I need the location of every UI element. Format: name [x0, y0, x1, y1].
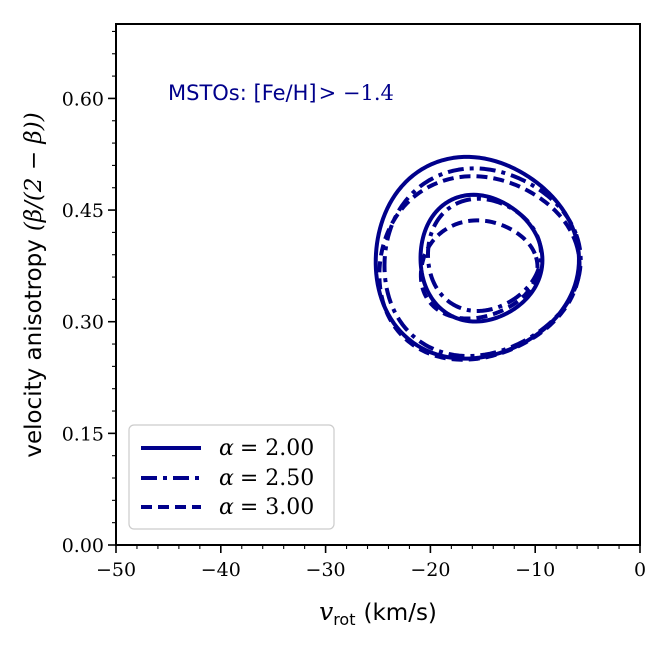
plot-frame	[115, 23, 641, 546]
legend-label: α = 2.00	[219, 436, 314, 461]
contour-dashed-inner	[418, 218, 540, 321]
legend-value: = 2.50	[240, 466, 314, 491]
y-tick-label: 0.30	[62, 312, 104, 334]
x-tick-label: −40	[201, 559, 241, 581]
x-axis-label: vrot (km/s)	[319, 597, 437, 629]
legend-label: α = 3.00	[219, 495, 314, 520]
annotation: MSTOs: [Fe/H]> −1.4	[168, 81, 394, 105]
legend-var: α	[219, 466, 234, 491]
y-axis-label: velocity anisotropy (β/(2 − β))	[21, 112, 47, 457]
x-tick-label: −10	[515, 559, 555, 581]
annotation-expr: > −1.4	[319, 81, 394, 105]
y-tick-label: 0.60	[62, 88, 104, 110]
x-axis-unit: (km/s)	[364, 600, 437, 626]
x-tick-label: −20	[410, 559, 450, 581]
x-axis-sub: rot	[333, 610, 355, 629]
x-tick-label: −50	[96, 559, 136, 581]
legend-label: α = 2.50	[219, 466, 314, 491]
y-tick-label: 0.15	[62, 423, 104, 445]
legend-value: = 2.00	[240, 436, 314, 461]
y-axis-expr: (β/(2 − β))	[21, 112, 47, 231]
legend-box	[128, 424, 335, 530]
annotation-text: MSTOs: [Fe/H]	[168, 81, 317, 105]
y-axis-text: velocity anisotropy	[21, 239, 47, 458]
y-tick-label: 0.45	[62, 200, 104, 222]
x-axis-var: v	[319, 597, 333, 626]
legend-value: = 3.00	[240, 495, 314, 520]
legend-var: α	[219, 495, 234, 520]
axis-tick-labels: −50 −40 −30 −20 −10 0 0.00 0.15 0.30 0.45 0.60	[62, 88, 646, 581]
x-tick-label: −30	[306, 559, 346, 581]
legend-var: α	[219, 436, 234, 461]
x-tick-label: 0	[634, 559, 646, 581]
y-tick-label: 0.00	[62, 535, 104, 557]
legend: α = 2.00 α = 2.50 α = 3.00	[128, 424, 335, 530]
contour-dashdot-inner	[425, 196, 544, 313]
contour-curves	[373, 154, 583, 362]
